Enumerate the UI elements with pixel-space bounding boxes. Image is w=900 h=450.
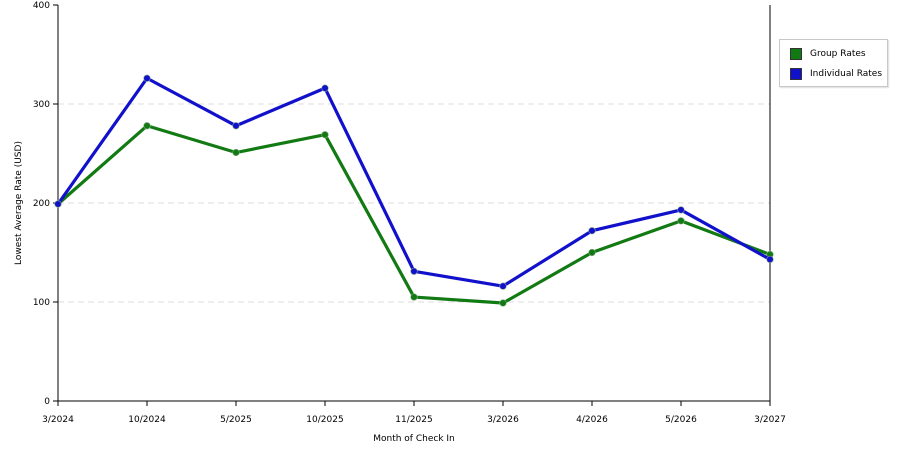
y-tick-label: 400 <box>33 1 50 11</box>
data-point-group-rates <box>410 293 418 301</box>
x-tick-label: 3/2026 <box>487 415 519 425</box>
y-tick-label: 300 <box>33 100 50 110</box>
y-tick-label: 0 <box>44 397 50 407</box>
data-point-individual-rates <box>143 74 151 82</box>
data-point-individual-rates <box>499 282 507 290</box>
legend-item-group-rates: Group Rates <box>790 47 866 61</box>
x-tick-label: 5/2026 <box>665 415 697 425</box>
legend: Group Rates Individual Rates <box>779 39 888 87</box>
legend-swatch-group-rates <box>790 48 802 60</box>
data-point-group-rates <box>588 248 596 257</box>
x-tick-label: 3/2024 <box>42 415 74 425</box>
legend-label-group-rates: Group Rates <box>810 49 866 59</box>
x-tick-label: 3/2027 <box>754 415 786 425</box>
data-point-individual-rates <box>766 255 774 264</box>
data-point-group-rates <box>232 148 240 157</box>
series-line-individual-rates <box>56 76 772 288</box>
data-point-individual-rates <box>54 200 62 208</box>
x-tick-label: 4/2026 <box>576 415 608 425</box>
x-tick-label: 10/2024 <box>128 415 166 425</box>
gridlines <box>58 103 770 303</box>
data-point-group-rates <box>677 217 685 225</box>
data-point-individual-rates <box>410 267 418 275</box>
legend-swatch-individual-rates <box>790 68 802 80</box>
y-tick-label: 200 <box>33 199 50 209</box>
data-point-group-rates <box>499 299 507 307</box>
data-point-individual-rates <box>321 84 329 92</box>
x-axis-title: Month of Check In <box>373 434 455 444</box>
y-axis-title: Lowest Average Rate (USD) <box>14 141 24 265</box>
axes: 0 100 200 300 400 3/2024 10/2024 5/2025 10/2025 1… <box>33 1 786 425</box>
legend-label-individual-rates: Individual Rates <box>810 69 883 79</box>
data-point-group-rates <box>143 122 151 130</box>
x-tick-label: 5/2025 <box>220 415 252 425</box>
data-point-individual-rates <box>232 122 240 130</box>
x-tick-label: 11/2025 <box>395 415 432 425</box>
series-lines <box>54 74 774 307</box>
data-point-group-rates <box>321 131 329 139</box>
x-tick-label: 10/2025 <box>306 415 343 425</box>
data-point-individual-rates <box>588 227 596 235</box>
data-point-individual-rates <box>677 206 685 214</box>
legend-item-individual-rates: Individual Rates <box>790 67 882 81</box>
y-tick-label: 100 <box>33 298 50 308</box>
